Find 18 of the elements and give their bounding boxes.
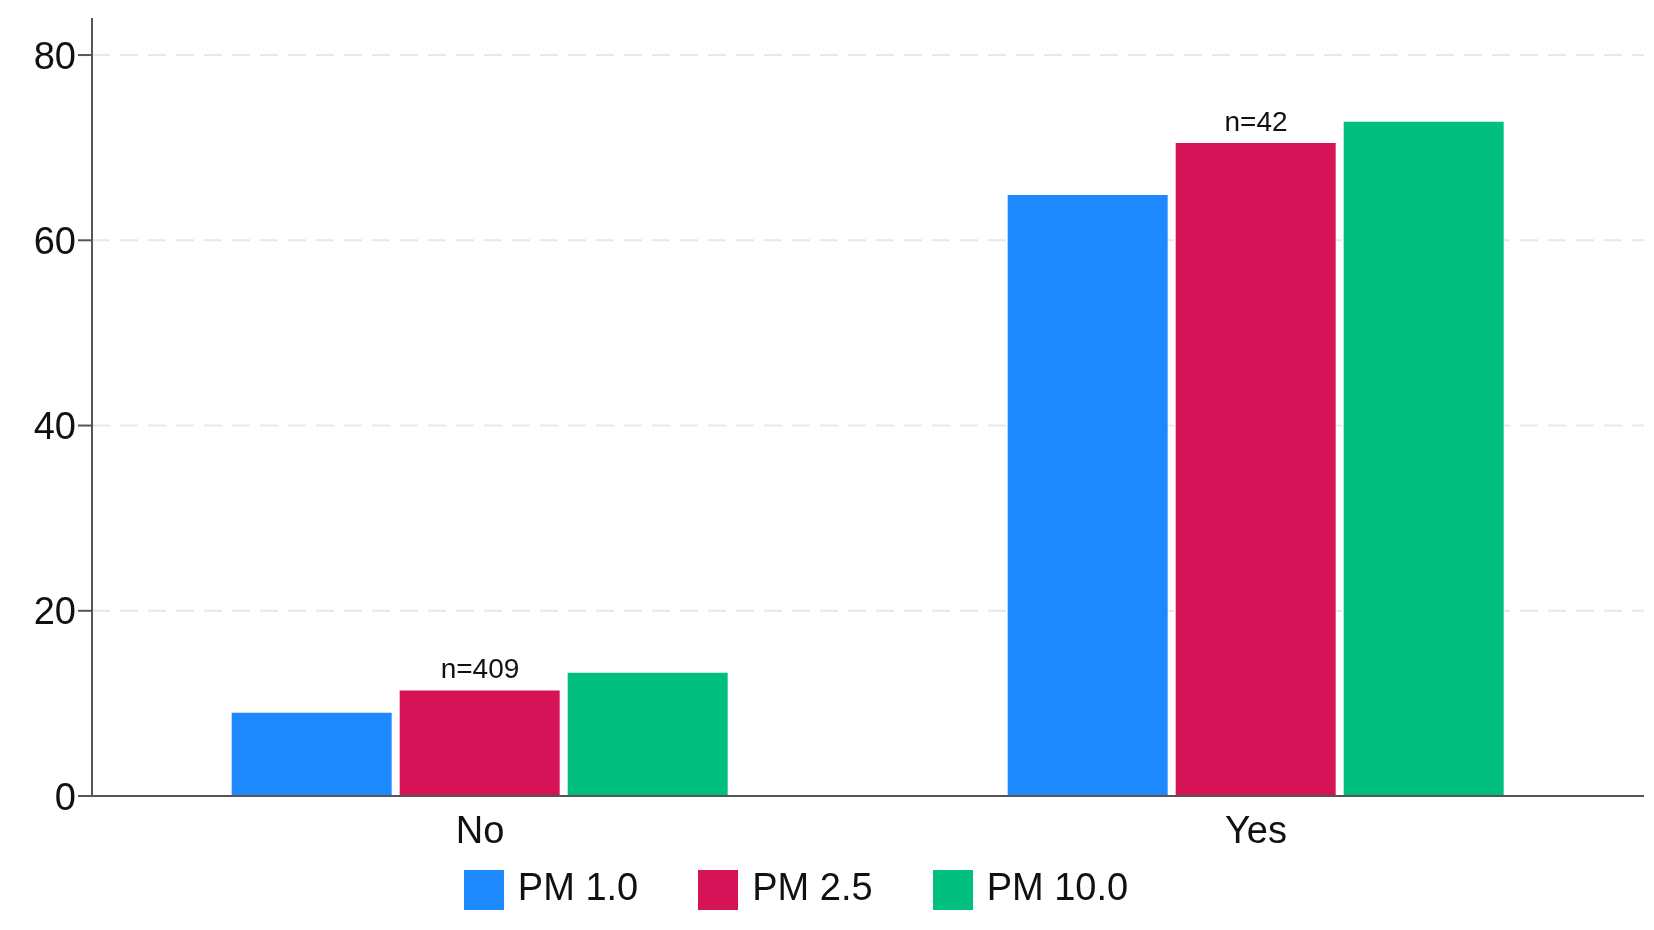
bar: [399, 690, 560, 797]
bar: [1175, 143, 1336, 797]
bar: [1343, 121, 1504, 797]
y-tick-label: 0: [54, 775, 76, 818]
x-tick-label: No: [455, 809, 505, 852]
legend-label: PM 2.5: [752, 866, 873, 909]
bar: [1007, 194, 1168, 797]
bar: [567, 672, 728, 797]
x-tick-label: Yes: [1225, 809, 1287, 852]
legend-label: PM 10.0: [986, 866, 1129, 909]
y-tick-label: 40: [33, 405, 76, 448]
y-tick-label: 80: [33, 34, 76, 77]
y-tick-label: 20: [33, 590, 76, 633]
bar: [231, 712, 392, 797]
y-tick-label: 60: [33, 219, 76, 262]
annotation: n=42: [1224, 106, 1288, 138]
annotation: n=409: [440, 653, 520, 685]
legend-label: PM 1.0: [517, 866, 639, 909]
